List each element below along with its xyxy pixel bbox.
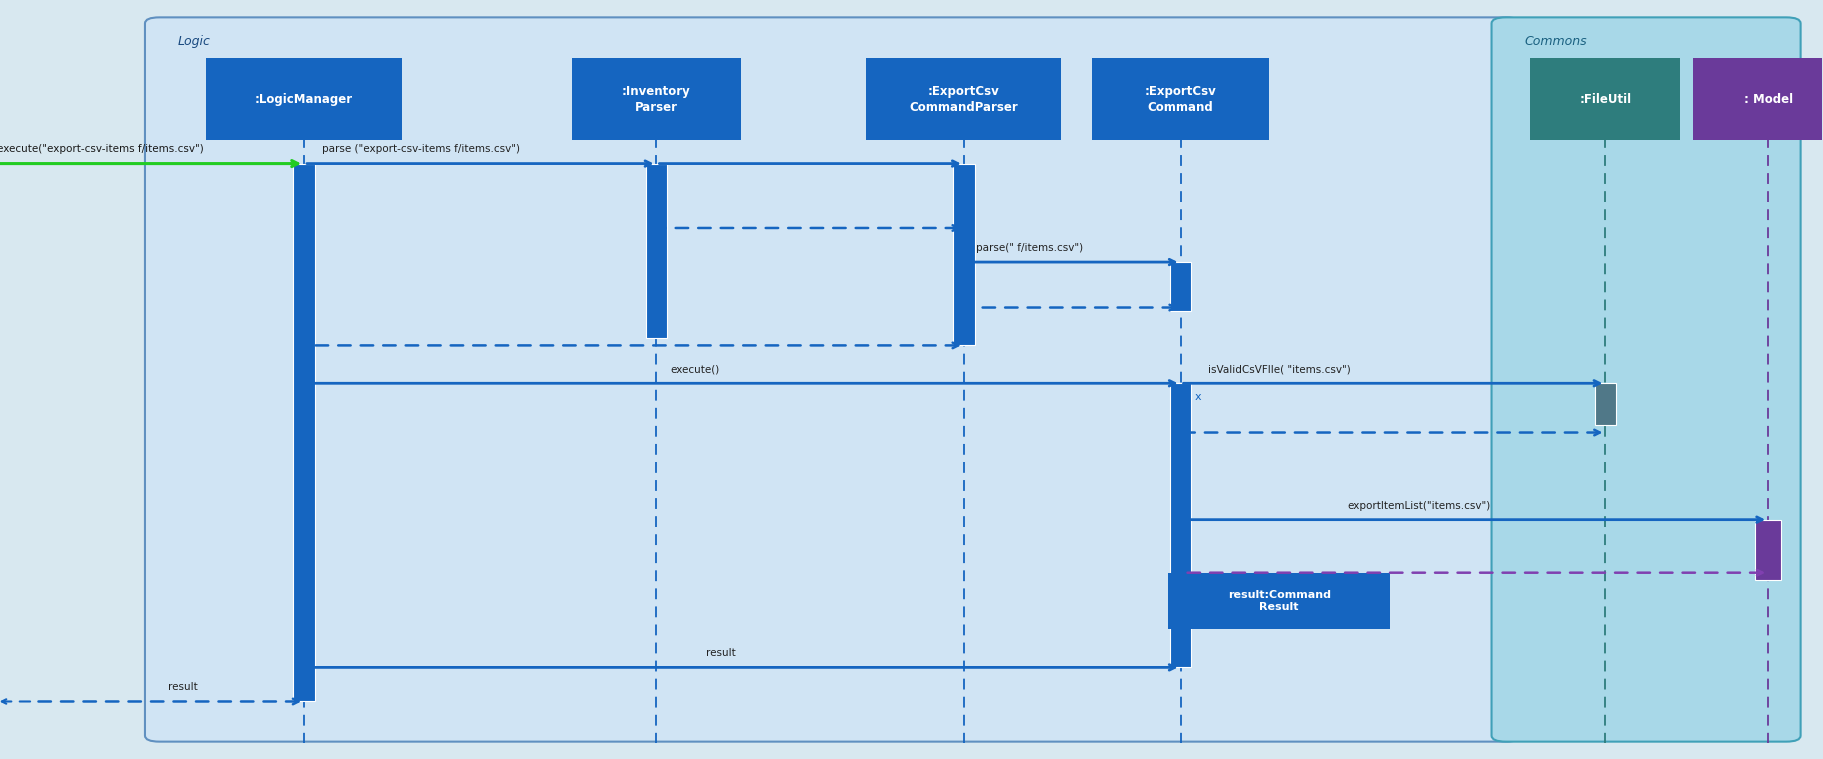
Text: result: result: [168, 682, 199, 692]
Bar: [645, 164, 667, 338]
Text: :ExportCsv
Command: :ExportCsv Command: [1145, 85, 1216, 114]
Text: result: result: [706, 648, 736, 658]
FancyBboxPatch shape: [1491, 17, 1801, 742]
Text: result:Command
Result: result:Command Result: [1227, 590, 1331, 613]
Bar: [294, 164, 315, 701]
FancyBboxPatch shape: [1529, 58, 1681, 140]
Text: isValidCsVFIle( "items.csv"): isValidCsVFIle( "items.csv"): [1209, 364, 1351, 374]
Text: Logic: Logic: [177, 35, 210, 48]
FancyBboxPatch shape: [146, 17, 1520, 742]
Text: x: x: [1196, 392, 1201, 402]
FancyBboxPatch shape: [866, 58, 1061, 140]
Text: :Inventory
Parser: :Inventory Parser: [622, 85, 691, 114]
Text: execute("export-csv-items f/items.csv"): execute("export-csv-items f/items.csv"): [0, 144, 204, 155]
Bar: [1170, 383, 1192, 667]
Text: exportItemList("items.csv"): exportItemList("items.csv"): [1347, 501, 1491, 511]
FancyBboxPatch shape: [1169, 574, 1391, 628]
FancyBboxPatch shape: [1092, 58, 1269, 140]
Text: parse ("export-csv-items f/items.csv"): parse ("export-csv-items f/items.csv"): [323, 144, 520, 155]
FancyBboxPatch shape: [572, 58, 740, 140]
FancyBboxPatch shape: [1694, 58, 1823, 140]
Bar: [953, 164, 975, 345]
FancyBboxPatch shape: [206, 58, 401, 140]
Bar: [1170, 262, 1192, 311]
Text: Commons: Commons: [1524, 35, 1586, 48]
Text: execute(): execute(): [671, 364, 720, 374]
Text: parse(" f/items.csv"): parse(" f/items.csv"): [977, 243, 1083, 253]
Text: :LogicManager: :LogicManager: [255, 93, 354, 106]
Bar: [1595, 383, 1617, 425]
Bar: [1756, 520, 1781, 581]
Text: :FileUtil: :FileUtil: [1579, 93, 1632, 106]
Text: :ExportCsv
CommandParser: :ExportCsv CommandParser: [910, 85, 1017, 114]
Text: : Model: : Model: [1743, 93, 1792, 106]
